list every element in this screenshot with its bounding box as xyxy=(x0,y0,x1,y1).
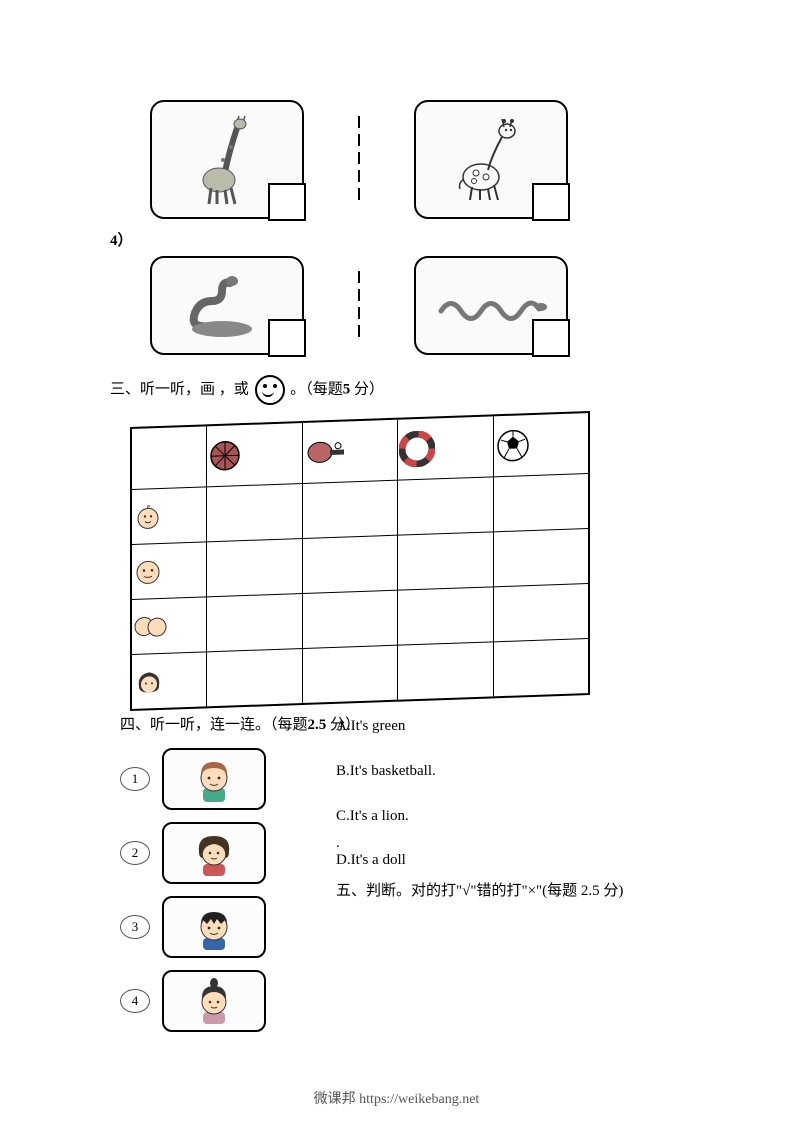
section-4-points: 2.5 xyxy=(308,717,327,733)
soccer-ball-icon xyxy=(495,427,531,464)
face-bald-icon xyxy=(133,556,163,587)
section-4-body: 1 2 3 4 xyxy=(110,748,683,1032)
section-4-text: 四、听一听，连一连。（每题 xyxy=(120,717,308,733)
row-face-2 xyxy=(131,542,207,600)
number-circle-3: 3 xyxy=(120,915,150,939)
grid-cell[interactable] xyxy=(302,590,397,648)
section-3-points: 5 xyxy=(343,381,351,397)
row-face-4 xyxy=(131,652,207,710)
section-3-title: 三、听一听，画 ，或 。（每题5 分） xyxy=(110,375,683,405)
grid-cell[interactable] xyxy=(302,645,397,704)
faces-two-icon xyxy=(133,612,169,641)
question-row-giraffes xyxy=(150,100,683,219)
grid-cell[interactable] xyxy=(302,480,397,538)
grid-corner-cell xyxy=(131,425,207,489)
child-card-1 xyxy=(162,748,266,810)
section-3-points-word: 分） xyxy=(354,381,384,397)
grid-cell[interactable] xyxy=(493,584,589,642)
option-card-giraffe-left[interactable] xyxy=(150,100,304,219)
number-circle-4: 4 xyxy=(120,989,150,1013)
header-soccer xyxy=(493,412,589,477)
grid-cell[interactable] xyxy=(398,532,493,590)
match-item-2[interactable]: 2 xyxy=(120,822,266,884)
giraffe-adult-icon xyxy=(187,112,267,207)
option-card-giraffe-right[interactable] xyxy=(414,100,568,219)
child-card-2 xyxy=(162,822,266,884)
grid-cell[interactable] xyxy=(207,484,302,542)
section-5-title: 五、判断。对的打"√"错的打"×"(每题 2.5 分) xyxy=(336,879,623,900)
option-card-snake-right[interactable] xyxy=(414,256,568,355)
answer-checkbox[interactable] xyxy=(532,319,570,357)
basketball-icon xyxy=(208,438,242,473)
option-dot: . xyxy=(336,835,623,852)
smiley-icon xyxy=(255,375,285,405)
option-d[interactable]: D.It's a doll xyxy=(336,852,623,869)
grid-cell[interactable] xyxy=(207,594,302,652)
child-curly-brown-icon xyxy=(189,754,239,804)
option-a[interactable]: A.It's green xyxy=(336,718,623,735)
snake-coiled-icon xyxy=(182,271,272,341)
question-number-4: 4） xyxy=(110,229,683,250)
page-footer: 微课邦 https://weikebang.net xyxy=(0,1088,793,1108)
header-swim-ring xyxy=(398,415,493,480)
option-c[interactable]: C.It's a lion. xyxy=(336,808,623,825)
paddle-icon xyxy=(304,437,348,467)
answer-checkbox[interactable] xyxy=(532,183,570,221)
match-options-column: A.It's green B.It's basketball. C.It's a… xyxy=(336,748,623,1032)
number-circle-2: 2 xyxy=(120,841,150,865)
grid-cell[interactable] xyxy=(493,639,589,698)
match-people-column: 1 2 3 4 xyxy=(120,748,266,1032)
child-girl-ponytail-icon xyxy=(189,976,239,1026)
grid-cell[interactable] xyxy=(398,642,493,701)
divider-icon xyxy=(344,100,374,215)
match-item-4[interactable]: 4 xyxy=(120,970,266,1032)
section-3-suffix: 。（每题 xyxy=(290,381,343,397)
grid-cell[interactable] xyxy=(398,477,493,535)
face-girl-icon xyxy=(133,666,165,697)
header-basketball xyxy=(207,422,302,487)
child-curly-dark-icon xyxy=(189,828,239,878)
answer-checkbox[interactable] xyxy=(268,319,306,357)
grid-cell[interactable] xyxy=(207,539,302,597)
header-paddle xyxy=(302,419,397,484)
giraffe-baby-icon xyxy=(446,115,536,205)
child-boy-short-icon xyxy=(189,902,239,952)
option-b[interactable]: B.It's basketball. xyxy=(336,763,623,780)
number-circle-1: 1 xyxy=(120,767,150,791)
child-card-3 xyxy=(162,896,266,958)
grid-cell[interactable] xyxy=(493,474,589,532)
swim-ring-icon xyxy=(399,430,435,467)
face-baby-icon xyxy=(133,501,163,532)
section-3-prefix: 三、听一听，画 ，或 xyxy=(110,381,249,397)
grid-cell[interactable] xyxy=(302,535,397,593)
listening-grid xyxy=(130,411,590,697)
match-item-1[interactable]: 1 xyxy=(120,748,266,810)
row-face-1 xyxy=(131,487,207,545)
divider-icon xyxy=(344,256,374,351)
grid-cell[interactable] xyxy=(493,529,589,587)
row-face-3 xyxy=(131,597,207,655)
grid-cell[interactable] xyxy=(207,649,302,708)
answer-checkbox[interactable] xyxy=(268,183,306,221)
question-row-snakes xyxy=(150,256,683,355)
grid-cell[interactable] xyxy=(398,587,493,645)
option-card-snake-left[interactable] xyxy=(150,256,304,355)
match-item-3[interactable]: 3 xyxy=(120,896,266,958)
child-card-4 xyxy=(162,970,266,1032)
